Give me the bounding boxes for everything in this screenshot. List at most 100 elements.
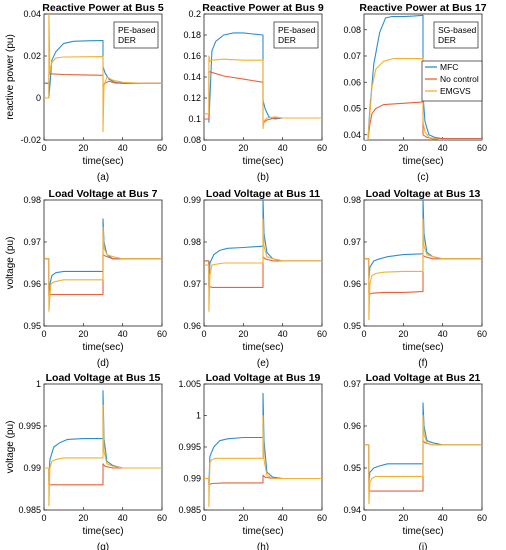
legend-label: No control: [440, 74, 479, 84]
y-tick-label: 1.005: [178, 379, 201, 389]
y-tick-label: 0.06: [343, 77, 361, 87]
x-axis-label: time(sec): [242, 526, 283, 537]
y-tick-label: 0.98: [183, 237, 201, 247]
legend-box: [421, 60, 483, 102]
series-group: [204, 392, 322, 508]
x-tick-label: 0: [201, 513, 206, 523]
y-tick-label: 0.94: [343, 505, 361, 515]
y-tick-label: 0.1: [188, 114, 201, 124]
y-tick-label: 0.98: [23, 195, 41, 205]
y-tick-label: 0.985: [178, 505, 201, 515]
y-tick-label: 0.95: [23, 321, 41, 331]
annotation-box: [113, 21, 159, 49]
x-tick-label: 0: [201, 329, 206, 339]
subplot-title: Load Voltage at Bus 19: [206, 372, 321, 384]
x-tick-label: 60: [317, 329, 327, 339]
x-tick-label: 40: [278, 143, 288, 153]
x-tick-label: 60: [157, 513, 167, 523]
subplot-title: Load Voltage at Bus 15: [46, 372, 161, 384]
x-tick-label: 40: [438, 513, 448, 523]
x-tick-label: 20: [238, 329, 248, 339]
y-tick-label: 0.995: [18, 421, 41, 431]
x-tick-label: 0: [41, 143, 46, 153]
x-tick-label: 0: [361, 329, 366, 339]
series-group: [44, 14, 162, 133]
series-group: [364, 402, 482, 505]
y-tick-label: -0.02: [20, 135, 41, 145]
subplot-title: Reactive Power at Bus 17: [359, 2, 486, 14]
series-group: [364, 200, 482, 321]
x-tick-label: 0: [361, 513, 366, 523]
series-group: [44, 390, 162, 507]
x-tick-label: 20: [398, 329, 408, 339]
y-tick-label: 0.08: [343, 25, 361, 35]
x-tick-label: 20: [238, 143, 248, 153]
subplot-title: Load Voltage at Bus 11: [206, 188, 320, 200]
subplot-2: Reactive Power at Bus 9 0 20 40 60 0.08 0.1 0.1…: [183, 2, 327, 183]
annotation-text: DER: [278, 35, 296, 45]
series-line-emgvs: [44, 226, 162, 312]
x-axis-label: time(sec): [402, 526, 443, 537]
y-tick-label: 0.98: [343, 195, 361, 205]
series-line-no-control: [364, 101, 482, 140]
subplot-caption: (g): [97, 542, 109, 550]
series-group: [44, 218, 162, 312]
x-axis-label: time(sec): [82, 526, 123, 537]
x-tick-label: 40: [438, 143, 448, 153]
y-tick-label: 0.97: [183, 279, 201, 289]
y-tick-label: 0.96: [23, 279, 41, 289]
y-tick-label: 0.97: [343, 379, 361, 389]
series-line-emgvs: [204, 218, 322, 312]
x-tick-label: 40: [118, 513, 128, 523]
series-line-mfc: [364, 14, 482, 140]
series-line-emgvs: [44, 404, 162, 507]
series-group: [204, 200, 322, 312]
subplot-5: Load Voltage at Bus 11 0 20 40 60 0.96 0.97 0.9…: [183, 188, 327, 369]
annotation-text: PE-based: [278, 25, 316, 35]
x-tick-label: 0: [201, 143, 206, 153]
legend-label: EMGVS: [440, 86, 471, 96]
y-tick-label: 0.07: [343, 51, 361, 61]
x-tick-label: 20: [238, 513, 248, 523]
y-tick-label: 0.04: [23, 9, 41, 19]
y-tick-label: 0.18: [183, 30, 201, 40]
x-tick-label: 60: [477, 329, 487, 339]
x-tick-label: 0: [41, 329, 46, 339]
x-tick-label: 40: [438, 329, 448, 339]
subplot-title: Reactive Power at Bus 5: [42, 2, 164, 14]
x-tick-label: 40: [118, 143, 128, 153]
y-tick-label: 0.99: [183, 195, 201, 205]
y-tick-label: 0.16: [183, 51, 201, 61]
y-tick-label: 0.96: [343, 421, 361, 431]
subplot-caption: (d): [97, 358, 109, 369]
y-axis-label: reactive power (pu): [5, 34, 16, 120]
y-tick-label: 0.08: [183, 135, 201, 145]
y-tick-label: 0.96: [343, 279, 361, 289]
y-tick-label: 0.97: [23, 237, 41, 247]
y-tick-label: 0.99: [183, 474, 201, 484]
y-tick-label: 0.99: [23, 463, 41, 473]
series-line-mfc: [204, 32, 322, 123]
series-group: [364, 14, 482, 140]
y-tick-label: 0.12: [183, 93, 201, 103]
subplot-6: Load Voltage at Bus 13 0 20 40 60 0.95 0.96 0.9…: [343, 188, 487, 369]
subplot-1: Reactive Power at Bus 50 20 40 60-0.0200.02…: [5, 2, 167, 183]
subplot-7: Load Voltage at Bus 15 0 20 40 60 0.985 0.99 0.…: [5, 372, 167, 550]
subplot-title: Reactive Power at Bus 9: [202, 2, 324, 14]
series-line-emgvs: [364, 58, 482, 140]
series-line-emgvs: [44, 14, 162, 133]
y-tick-label: 0.95: [343, 463, 361, 473]
x-tick-label: 60: [157, 143, 167, 153]
x-tick-label: 20: [398, 513, 408, 523]
y-tick-label: 0.995: [178, 442, 201, 452]
x-tick-label: 40: [278, 513, 288, 523]
x-tick-label: 60: [157, 329, 167, 339]
subplot-title: Load Voltage at Bus 21: [366, 372, 481, 384]
subplot-9: Load Voltage at Bus 21 0 20 40 60 0.94 0.95 0.9…: [343, 372, 487, 550]
y-tick-label: 1: [36, 379, 41, 389]
series-line-emgvs: [364, 218, 482, 321]
x-tick-label: 20: [78, 513, 88, 523]
x-tick-label: 60: [477, 513, 487, 523]
subplot-title: Load Voltage at Bus 13: [366, 188, 481, 200]
annotation-text: DER: [438, 35, 456, 45]
